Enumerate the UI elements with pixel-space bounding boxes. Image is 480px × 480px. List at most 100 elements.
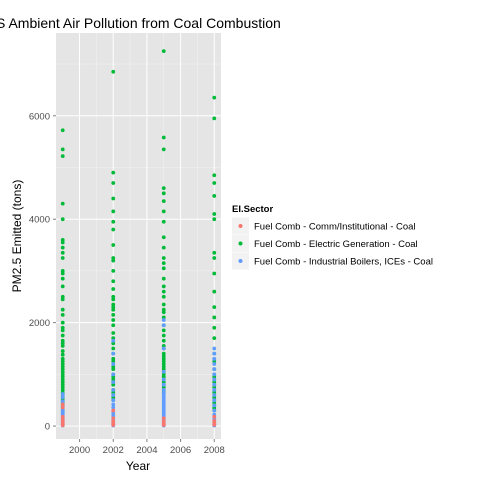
legend-items: Fuel Comb - Comm/Institutional - Coal Fue… [232,217,433,270]
legend: EI.Sector Fuel Comb - Comm/Institutional… [232,204,433,270]
plot-panel [56,33,221,439]
data-point [212,403,217,408]
y-tick-label: 2000 [29,318,50,329]
x-tick-label: 2004 [136,445,157,456]
data-point [60,349,65,353]
legend-key-dot [238,259,243,263]
data-point [111,297,116,302]
data-point [111,181,116,185]
x-axis: 2000 2002 2004 2006 2008 [69,439,225,456]
data-point [212,362,217,366]
data-point [111,331,116,335]
x-tick-label: 2008 [204,445,225,456]
data-point [111,416,116,421]
data-point [111,338,116,343]
data-point [212,414,217,419]
data-point [111,69,116,74]
data-point [111,387,116,392]
data-point [111,258,116,263]
x-tick-label: 2002 [103,445,124,456]
data-point [111,398,116,403]
data-point [161,276,166,281]
data-point [111,269,116,273]
data-point [111,346,116,351]
data-point [111,323,116,328]
data-point [161,416,166,421]
data-point [212,398,217,403]
data-point [212,387,217,392]
data-point [161,199,166,203]
data-point [60,271,65,276]
data-point [60,201,65,206]
grid-lines [56,33,221,439]
data-point [60,320,65,325]
data-point [111,170,116,175]
data-point [60,245,65,250]
data-point [212,367,217,372]
data-point [161,310,166,315]
data-point [212,377,217,382]
data-point [212,422,217,427]
data-point [111,318,116,322]
data-point [111,372,116,377]
y-tick-label: 0 [45,422,50,433]
data-point [212,372,217,377]
data-point [111,367,116,372]
data-point [111,393,116,397]
data-point [161,328,166,333]
series-comm-institutional [60,402,217,428]
data-point [111,227,116,232]
data-point [161,266,166,271]
legend-item: Fuel Comb - Comm/Institutional - Coal [232,217,416,235]
data-point [111,209,116,214]
data-point [212,116,217,121]
data-point [111,219,116,224]
legend-title: EI.Sector [232,204,273,215]
data-point [111,380,116,385]
y-axis: 0 2000 4000 6000 [29,111,56,433]
data-point [111,279,116,284]
legend-label: Fuel Comb - Electric Generation - Coal [254,239,418,250]
legend-item: Fuel Comb - Electric Generation - Coal [232,235,418,252]
data-point [161,147,166,152]
data-point [212,408,217,413]
legend-key-dot [238,224,243,228]
data-point [212,315,217,320]
data-point [111,312,116,317]
data-point [161,333,166,338]
data-point [161,346,166,351]
data-point [161,186,166,191]
data-point [111,405,116,410]
y-tick-label: 6000 [29,111,50,122]
data-point [161,235,166,240]
data-point [212,382,217,387]
data-point [111,362,116,366]
data-point [161,377,166,382]
data-point [60,217,65,222]
data-point [60,256,65,260]
chart-title: S Ambient Air Pollution from Coal Combus… [0,15,281,31]
panel-background [56,33,221,439]
data-point [161,261,166,266]
data-point [212,173,217,178]
data-point [111,408,116,413]
data-point [212,217,217,222]
data-point [111,287,116,291]
data-point [212,393,217,397]
data-point [161,191,166,196]
data-point [60,307,65,312]
data-point [212,181,217,185]
data-point [111,307,116,312]
data-point [60,402,65,407]
data-point [161,382,166,387]
data-point [212,212,217,216]
data-point [111,423,116,427]
data-point [161,294,166,299]
data-point [60,312,65,317]
data-point [111,351,116,356]
legend-item: Fuel Comb - Industrial Boilers, ICEs - C… [232,252,433,270]
data-point [161,135,166,140]
data-point [60,405,65,410]
data-point [60,250,65,255]
data-point [60,154,65,158]
